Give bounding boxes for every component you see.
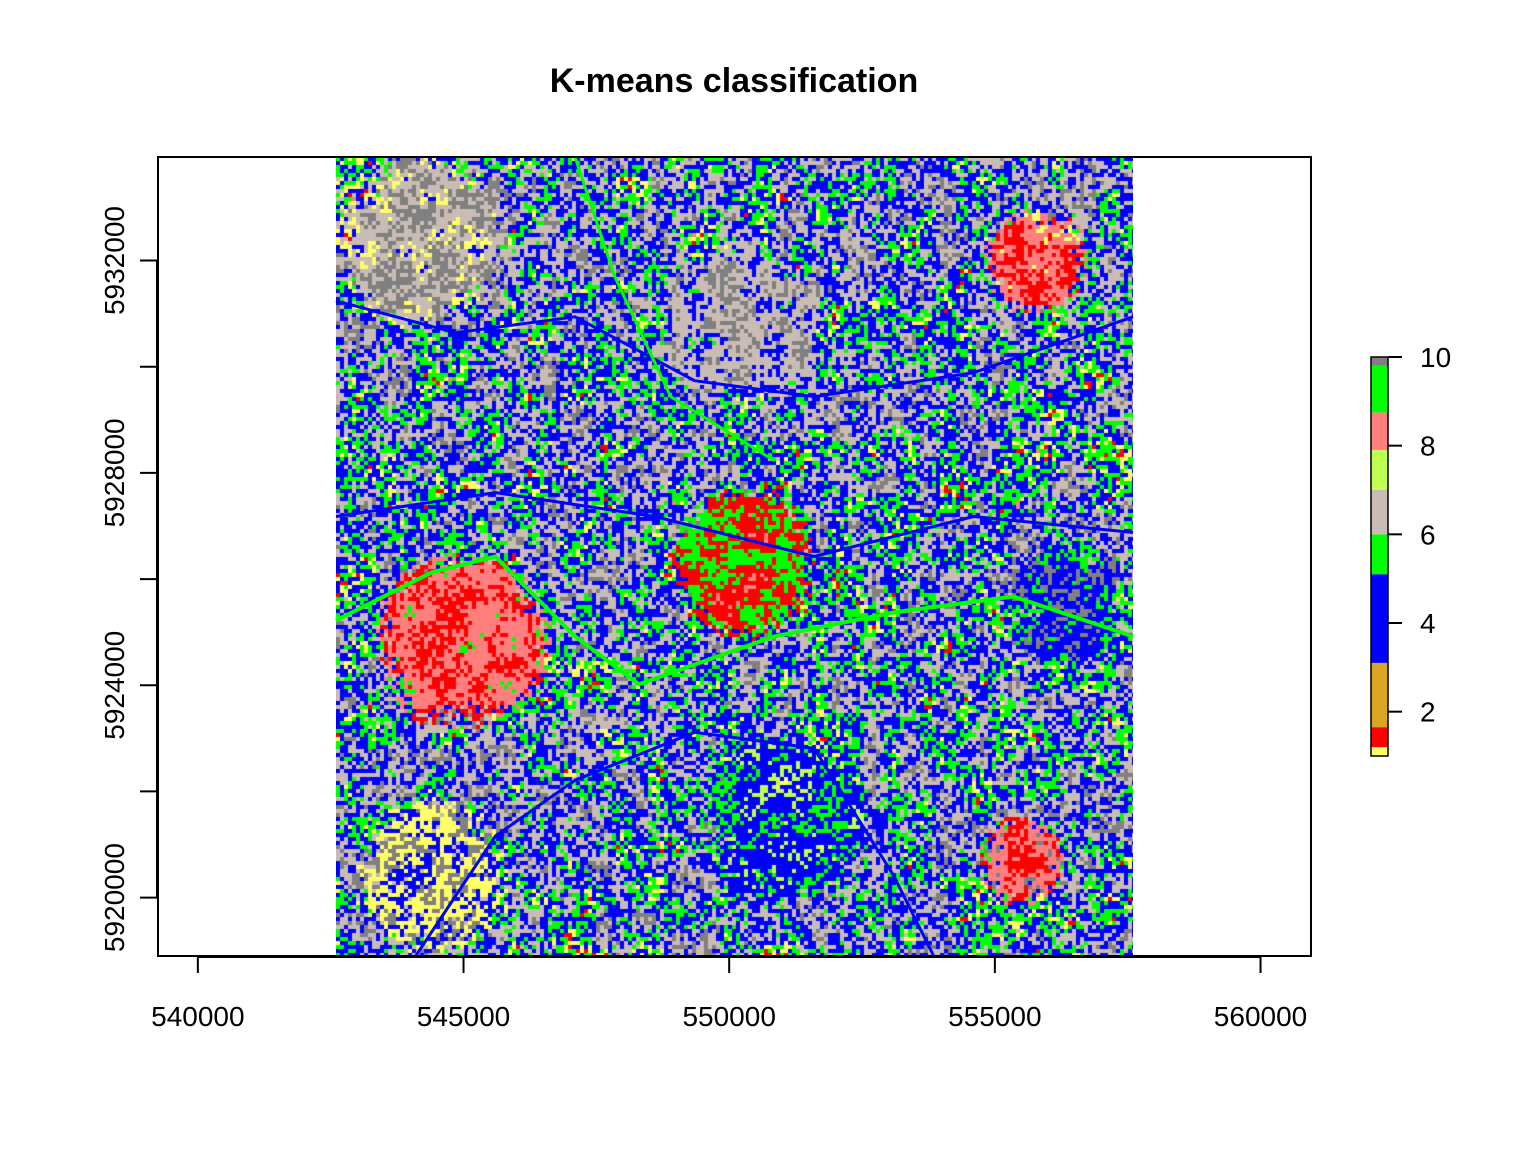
x-axis: 540000 545000 550000 555000 560000: [151, 956, 1307, 1032]
x-tick-label: 545000: [417, 1001, 510, 1032]
y-tick-label: 5932000: [99, 206, 130, 315]
legend-tick-label: 2: [1420, 697, 1436, 728]
legend-band: [1371, 747, 1388, 756]
legend-band: [1371, 412, 1388, 451]
river-line: [335, 299, 1134, 399]
raster-image: [335, 157, 1133, 956]
legend-band: [1371, 365, 1388, 413]
river-line: [335, 554, 1134, 687]
x-tick-label: 560000: [1214, 1001, 1307, 1032]
river-line: [573, 157, 776, 462]
x-tick-label: 555000: [948, 1001, 1041, 1032]
y-axis: 5920000 5924000 5928000 5932000: [99, 206, 158, 952]
classified-raster: [335, 157, 1133, 956]
legend-frame: [1370, 356, 1389, 757]
legend-band: [1371, 534, 1388, 575]
river-line: [335, 491, 1134, 558]
legend-tick-label: 6: [1420, 519, 1436, 550]
chart-title: K-means classification: [550, 62, 918, 100]
legend-band: [1371, 490, 1388, 535]
legend-tick-label: 8: [1420, 431, 1436, 462]
legend-band: [1371, 450, 1388, 490]
legend-band: [1371, 357, 1388, 366]
legend-tick-label: 4: [1420, 608, 1436, 639]
y-tick-label: 5920000: [99, 843, 130, 952]
legend-band: [1371, 574, 1388, 663]
legend-tick-label: 10: [1420, 342, 1451, 373]
legend-band: [1371, 727, 1388, 748]
x-tick-label: 540000: [151, 1001, 244, 1032]
y-tick-label: 5928000: [99, 418, 130, 527]
x-tick-label: 550000: [682, 1001, 775, 1032]
legend-band: [1371, 662, 1388, 728]
river-line: [414, 730, 936, 956]
y-tick-label: 5924000: [99, 631, 130, 740]
color-legend: 2 4 6 8 10: [1370, 342, 1451, 757]
river-lines: [335, 157, 1134, 956]
